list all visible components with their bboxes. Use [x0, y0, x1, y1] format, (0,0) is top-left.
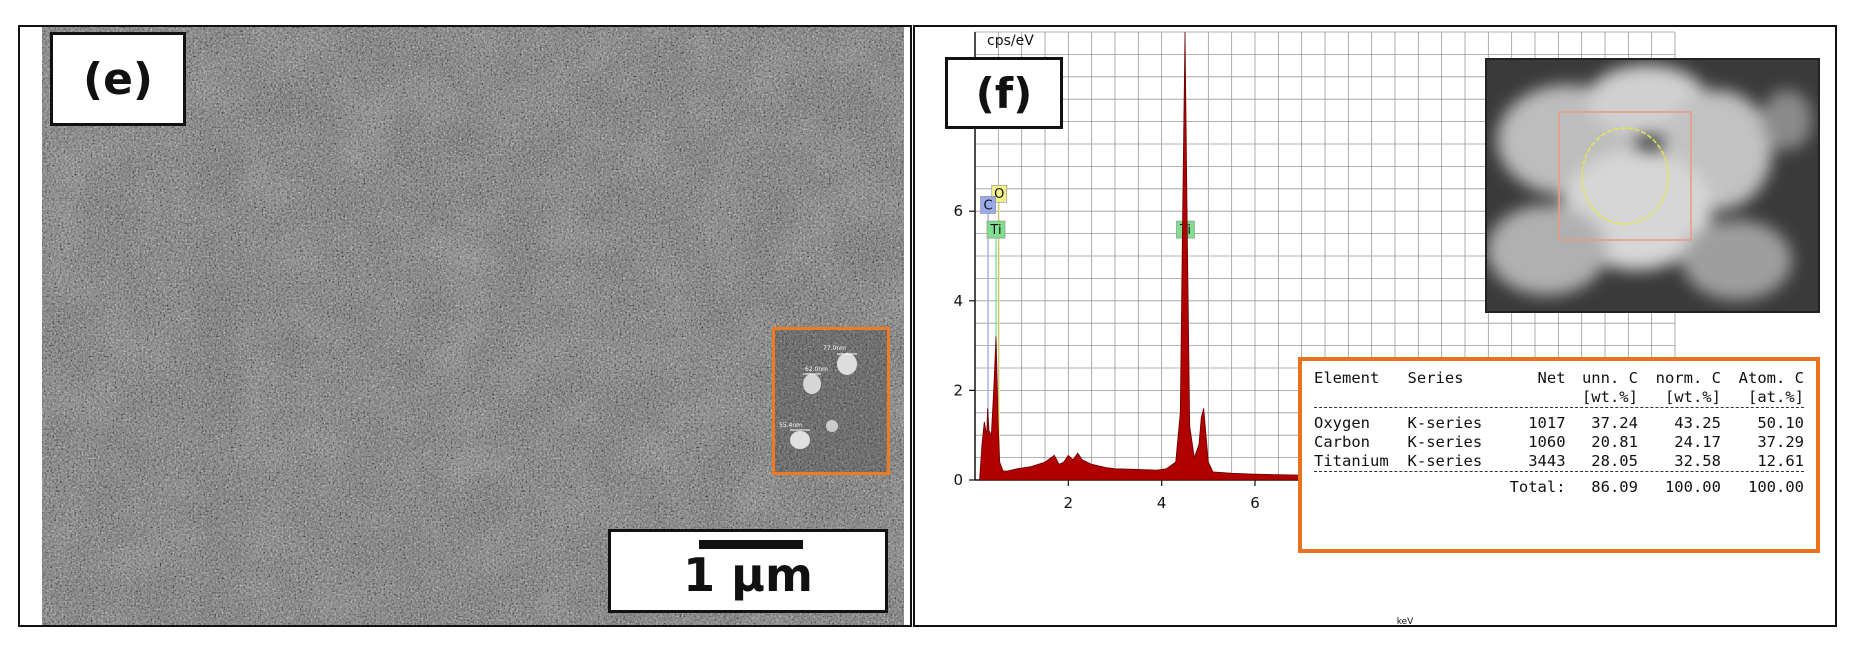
x-tick-label: 4 [1157, 494, 1167, 512]
y-tick-label: 0 [953, 471, 963, 489]
element-label: C [984, 198, 993, 213]
inset-measure-1: 77.0nm [823, 345, 846, 352]
panel-label-e: (e) [50, 32, 186, 126]
header-norm-c: norm. C [1655, 369, 1721, 387]
eds-quantification-table: Element Series Net unn. C norm. C Atom. … [1298, 357, 1820, 553]
table-row: Oxygen K-series 1017 37.24 43.25 50.10 [1310, 414, 1808, 433]
header-net: Net [1537, 369, 1566, 387]
table-header-row: Element Series Net unn. C norm. C Atom. … [1310, 369, 1808, 388]
cell-net: 1060 [1528, 433, 1566, 451]
header-unn-c: unn. C [1581, 369, 1638, 387]
element-label-box [986, 220, 1006, 239]
cell-element: Titanium [1314, 452, 1389, 470]
total-label: Total: [1509, 478, 1566, 496]
table-total-row: Total: 86.09 100.00 100.00 [1310, 478, 1808, 497]
header-series: Series [1407, 369, 1464, 387]
cell-series: K-series [1407, 452, 1483, 470]
sem-micrograph [42, 27, 904, 625]
cell-unn-c: 20.81 [1591, 433, 1638, 451]
scale-bar: 1 µm [608, 529, 888, 613]
unit-norm-c: [wt.%] [1664, 388, 1721, 406]
table-row: Carbon K-series 1060 20.81 24.17 37.29 [1310, 433, 1808, 452]
unit-unn-c: [wt.%] [1581, 388, 1638, 406]
total-unn-c: 86.09 [1591, 478, 1638, 496]
particle-inset-image: 77.0nm 62.0nm 55.4nm [775, 330, 887, 472]
cell-unn-c: 28.05 [1591, 452, 1638, 470]
y-tick-label: 4 [953, 292, 963, 310]
eds-area-box [1558, 111, 1692, 241]
cell-atom-c: 37.29 [1757, 433, 1804, 451]
header-atom-c: Atom. C [1738, 369, 1804, 387]
cell-norm-c: 24.17 [1674, 433, 1721, 451]
y-axis-label: cps/eV [987, 33, 1034, 49]
eds-spot-marker [1581, 127, 1669, 225]
table-divider [1314, 407, 1804, 408]
x-tick-label: 2 [1064, 494, 1074, 512]
element-label-box [980, 196, 996, 214]
element-label: Ti [989, 223, 1001, 238]
table-units-row: [wt.%] [wt.%] [at.%] [1310, 388, 1808, 407]
y-tick-label: 2 [953, 381, 963, 399]
cell-series: K-series [1407, 414, 1483, 432]
total-atom-c: 100.00 [1748, 478, 1804, 496]
particle-inset: 77.0nm 62.0nm 55.4nm [772, 327, 890, 475]
unit-atom-c: [at.%] [1748, 388, 1804, 406]
eds-sem-inset-image [1487, 60, 1818, 311]
eds-panel: 246810121402468 OCTiTi cps/eV keV (f) [913, 25, 1837, 627]
header-element: Element [1314, 369, 1380, 387]
total-norm-c: 100.00 [1664, 478, 1721, 496]
inset-measure-3: 55.4nm [779, 422, 802, 429]
sem-panel: (e) 77.0nm 62.0nm 55.4nm 1 µm [18, 25, 912, 627]
cell-atom-c: 12.61 [1757, 452, 1804, 470]
cell-element: Oxygen [1314, 414, 1370, 432]
cell-element: Carbon [1314, 433, 1370, 451]
cell-series: K-series [1407, 433, 1483, 451]
scale-bar-line [699, 540, 803, 549]
scale-bar-label: 1 µm [683, 548, 813, 602]
y-tick-label: 6 [953, 202, 963, 220]
cell-net: 3443 [1528, 452, 1566, 470]
cell-norm-c: 43.25 [1674, 414, 1721, 432]
x-tick-label: 6 [1250, 494, 1260, 512]
table-divider [1314, 471, 1804, 472]
cell-norm-c: 32.58 [1674, 452, 1721, 470]
inset-measure-2: 62.0nm [805, 366, 828, 373]
x-axis-label: keV [1397, 617, 1414, 625]
panel-label-f: (f) [945, 57, 1063, 129]
table-row: Titanium K-series 3443 28.05 32.58 12.61 [1310, 452, 1808, 471]
cell-net: 1017 [1528, 414, 1566, 432]
cell-atom-c: 50.10 [1757, 414, 1804, 432]
cell-unn-c: 37.24 [1591, 414, 1638, 432]
element-label: O [994, 187, 1004, 202]
eds-sem-inset [1485, 58, 1820, 313]
element-markers: OCTiTi [980, 184, 1195, 480]
